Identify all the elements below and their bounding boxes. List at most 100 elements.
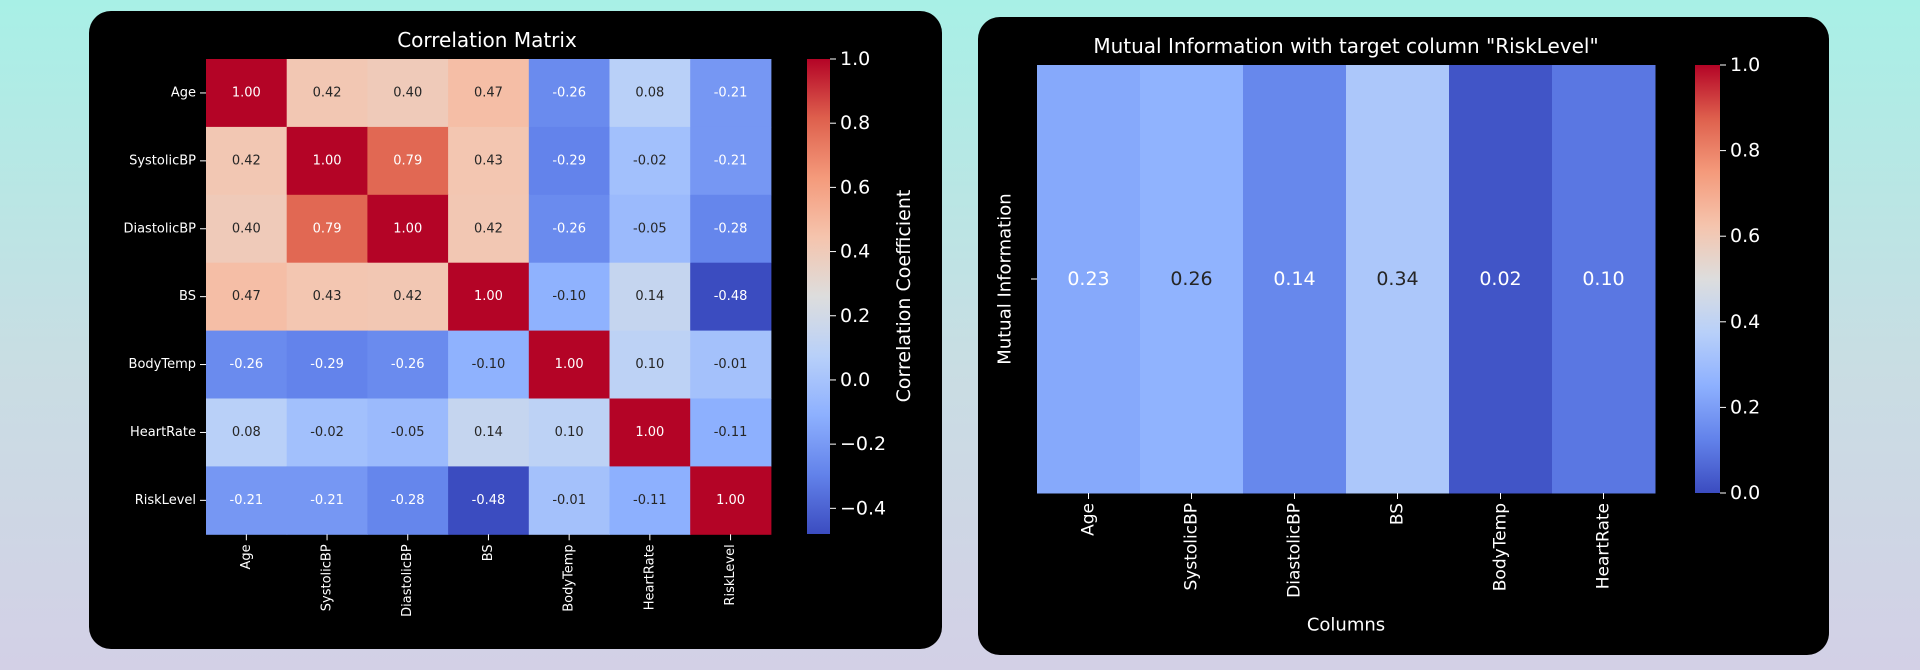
heatmap-cell (690, 466, 772, 535)
x-tick-label: HeartRate (1594, 503, 1614, 589)
cell-label: 0.40 (393, 85, 422, 100)
colorbar-tick-label: 0.2 (840, 305, 870, 327)
heatmap-cell (1243, 65, 1347, 494)
cell-label: -0.21 (310, 493, 344, 508)
heatmap-cell (609, 398, 691, 467)
heatmap-cell (367, 262, 449, 332)
heatmap-cell (690, 59, 772, 128)
colorbar-tick-label: 0.4 (840, 241, 870, 263)
x-tick-label: SystolicBP (320, 544, 335, 611)
heatmap-cell (690, 262, 772, 332)
cell-label: -0.01 (552, 493, 586, 508)
cell-label: -0.11 (714, 425, 748, 440)
heatmap-cell (448, 466, 530, 535)
cell-label: -0.21 (714, 153, 748, 168)
x-tick-label: SystolicBP (1182, 503, 1202, 590)
cell-label: 0.14 (1273, 268, 1315, 290)
cell-label: 0.26 (1170, 268, 1212, 290)
colorbar-tick-label: 0.6 (840, 176, 870, 198)
colorbar-tick-label: 0.2 (1730, 396, 1760, 418)
cell-label: 0.08 (232, 425, 261, 440)
heatmap-cell (286, 59, 368, 128)
colorbar-label: Correlation Coefficient (893, 190, 915, 403)
cell-label: 1.00 (635, 425, 664, 440)
cell-label: 1.00 (313, 153, 342, 168)
y-tick-label: SystolicBP (129, 153, 196, 168)
x-tick-label: BS (481, 544, 496, 561)
cell-label: 0.23 (1067, 268, 1109, 290)
heatmap-cell (286, 398, 368, 467)
heatmap-cell (286, 330, 368, 399)
cell-label: 0.34 (1376, 268, 1418, 290)
heatmap-cell (448, 194, 530, 264)
cell-label: 0.42 (393, 289, 422, 304)
cell-label: 0.47 (474, 85, 503, 100)
y-tick-label: RiskLevel (135, 493, 196, 508)
cell-label: 0.79 (313, 221, 342, 236)
heatmap-cell (448, 126, 530, 196)
heatmap-cell (609, 126, 691, 196)
colorbar-tick-label: 1.0 (840, 48, 870, 70)
heatmap-cell (690, 398, 772, 467)
heatmap-cell (206, 194, 288, 264)
heatmap-cell (528, 330, 610, 399)
heatmap-cell (1346, 65, 1450, 494)
cell-label: 1.00 (474, 289, 503, 304)
colorbar-tick-label: −0.4 (840, 497, 886, 519)
x-tick-label: DiastolicBP (400, 544, 415, 617)
heatmap-cell (528, 59, 610, 128)
x-tick-label: HeartRate (642, 544, 657, 610)
heatmap-cell (367, 194, 449, 264)
cell-label: 0.79 (393, 153, 422, 168)
cell-label: 1.00 (555, 357, 584, 372)
heatmap-cell (206, 126, 288, 196)
heatmap-cell (528, 194, 610, 264)
y-tick-label: BS (179, 289, 196, 304)
cell-label: -0.26 (552, 221, 586, 236)
cell-label: -0.28 (391, 493, 425, 508)
y-tick-label: HeartRate (130, 425, 196, 440)
cell-label: -0.02 (633, 153, 667, 168)
x-tick-label: BodyTemp (562, 544, 577, 611)
heatmap-cell (609, 59, 691, 128)
colorbar-tick-label: 0.6 (1730, 225, 1760, 247)
x-tick-label: DiastolicBP (1285, 503, 1305, 598)
cell-label: -0.29 (310, 357, 344, 372)
heatmap-cell (1140, 65, 1244, 494)
cell-label: 0.43 (474, 153, 503, 168)
cell-label: 0.10 (635, 357, 664, 372)
heatmap-cell (528, 262, 610, 332)
cell-label: -0.21 (230, 493, 264, 508)
cell-label: 0.42 (313, 85, 342, 100)
cell-label: 0.08 (635, 85, 664, 100)
colorbar-tick-label: 0.0 (1730, 482, 1760, 504)
heatmap-cell (448, 59, 530, 128)
x-tick-label: BS (1388, 503, 1408, 525)
heatmap-cell (1552, 65, 1656, 494)
cell-label: -0.29 (552, 153, 586, 168)
y-tick-label: Age (171, 85, 196, 100)
colorbar-tick-label: 0.8 (1730, 140, 1760, 162)
heatmap-cell (609, 194, 691, 264)
chart-title: Correlation Matrix (397, 28, 577, 52)
heatmap-cell (609, 262, 691, 332)
heatmap-cell (528, 126, 610, 196)
heatmap-cell (206, 466, 288, 535)
cell-label: 1.00 (716, 493, 745, 508)
cell-label: 1.00 (393, 221, 422, 236)
cell-label: -0.48 (472, 493, 506, 508)
cell-label: -0.05 (633, 221, 667, 236)
cell-label: -0.10 (472, 357, 506, 372)
chart-title: Mutual Information with target column "R… (1093, 34, 1598, 58)
heatmap-cell (206, 262, 288, 332)
heatmap-cell (690, 330, 772, 399)
cell-label: -0.48 (714, 289, 748, 304)
x-axis-label: Columns (1307, 615, 1385, 636)
heatmap-cell (448, 398, 530, 467)
y-tick-label: DiastolicBP (123, 221, 196, 236)
heatmap-cell (690, 194, 772, 264)
heatmap-cell (690, 126, 772, 196)
heatmap-cell (286, 262, 368, 332)
